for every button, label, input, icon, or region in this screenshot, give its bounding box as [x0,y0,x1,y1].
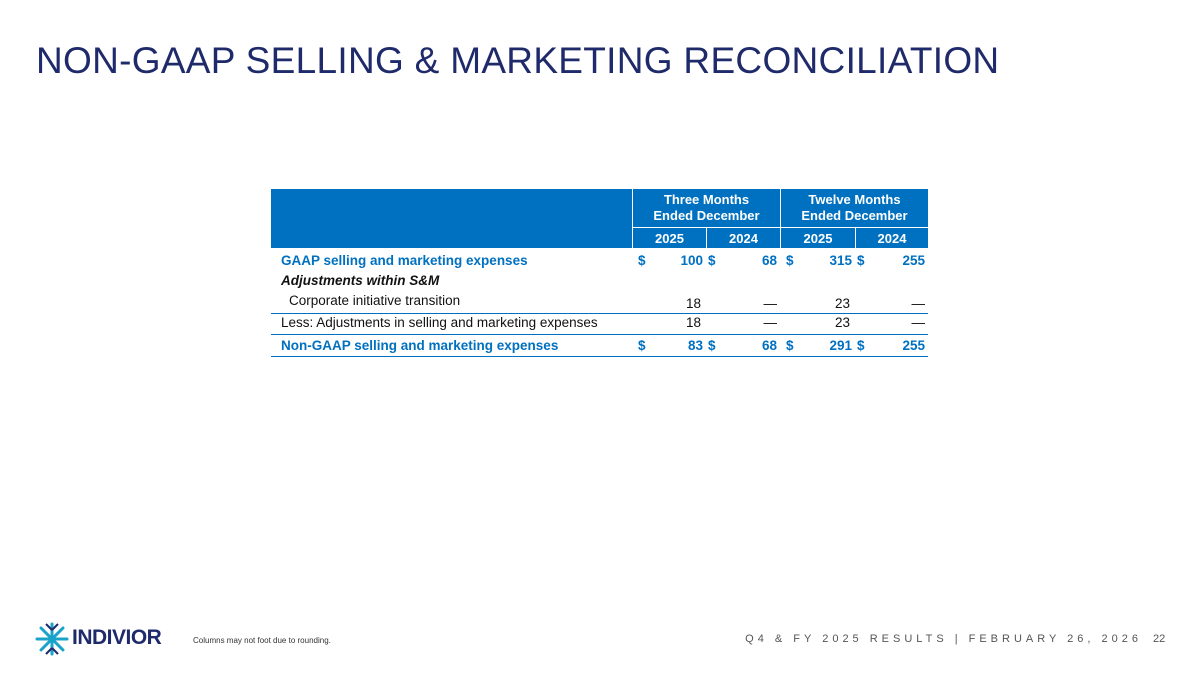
row-label: Corporate initiative transition [289,293,461,308]
cell-value: 68 [761,338,777,353]
cell-value: 23 [834,296,850,311]
cell-value: — [911,296,926,311]
currency-sign: $ [786,338,794,353]
cell-value: — [763,296,778,311]
rule [271,356,928,357]
year-header: 2025 [780,227,855,248]
logo-text: INDIVIOR [72,626,162,649]
year-header: 2025 [632,227,706,248]
row-label: Non-GAAP selling and marketing expenses [281,338,559,353]
currency-sign: $ [857,253,865,268]
cell-value: 100 [680,253,703,268]
page-number: 22 [1153,633,1166,645]
row-label: Adjustments within S&M [281,273,440,288]
cell-value: 18 [685,296,701,311]
currency-sign: $ [708,338,716,353]
cell-value: 291 [829,338,852,353]
rule [271,313,928,314]
cell-value: 18 [685,315,701,330]
currency-sign: $ [638,338,646,353]
footnote: Columns may not foot due to rounding. [193,636,331,645]
cell-value: 255 [902,253,925,268]
slide-title: NON-GAAP SELLING & MARKETING RECONCILIAT… [36,40,1000,81]
currency-sign: $ [638,253,646,268]
cell-value: 23 [834,315,850,330]
cell-value: — [763,315,778,330]
cell-value: 315 [829,253,852,268]
rule [271,334,928,335]
cell-value: 83 [687,338,703,353]
currency-sign: $ [708,253,716,268]
row-label: Less: Adjustments in selling and marketi… [281,315,598,330]
cell-value: — [911,315,926,330]
currency-sign: $ [857,338,865,353]
year-header: 2024 [706,227,780,248]
currency-sign: $ [786,253,794,268]
cell-value: 68 [761,253,777,268]
cell-value: 255 [902,338,925,353]
event-label: Q4 & FY 2025 RESULTS | FEBRUARY 26, 2026 [745,633,1142,645]
group-header: Twelve Months Ended December 31, [780,189,928,239]
row-label: GAAP selling and marketing expenses [281,253,528,268]
logo-icon [35,622,69,656]
group-header: Three Months Ended December 31, [632,189,780,239]
year-header: 2024 [855,227,928,248]
